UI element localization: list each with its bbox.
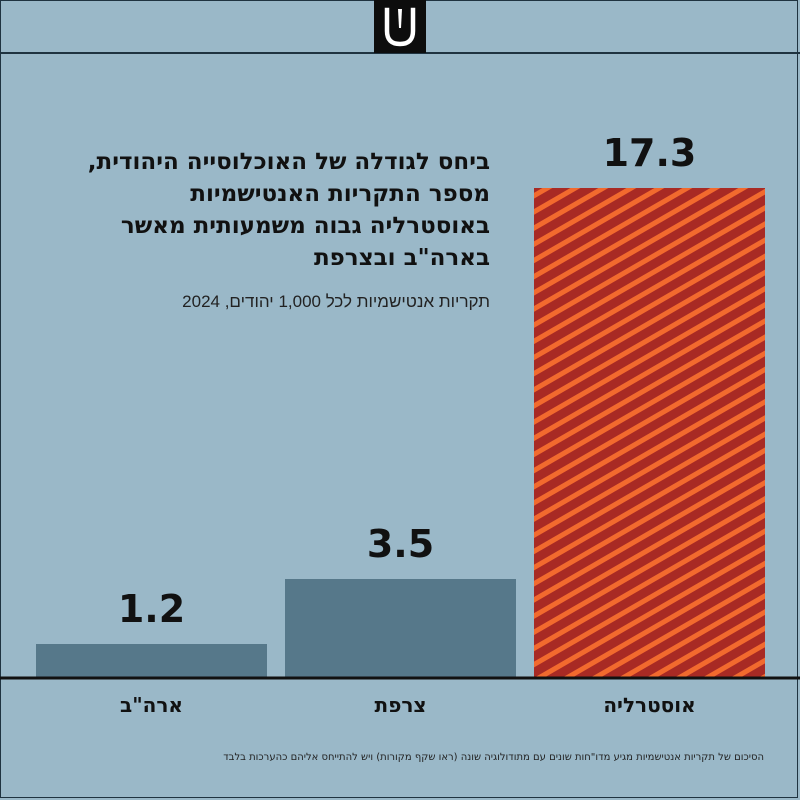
bar-1 [285,579,516,678]
category-label-2: אוסטרליה [603,693,695,717]
category-label-1: צרפת [375,693,427,717]
methodology-footnote: הסיכום של תקריות אנטישמיות מגיע מדו"חות … [223,752,764,763]
value-label-2: 17.3 [603,131,697,175]
bar-australia [534,188,765,678]
value-label-0: 1.2 [118,587,185,631]
chart-subtitle: תקריות אנטישמיות לכל 1,000 יהודים, 2024 [182,292,490,311]
bar-0 [36,644,267,678]
shin-logo-icon [374,0,426,53]
value-label-1: 3.5 [367,522,434,566]
header-divider [0,52,800,54]
chart-title: ביחס לגודלה של האוכלוסייה היהודית, מספר … [87,149,490,271]
category-label-0: ארה"ב [120,693,183,717]
